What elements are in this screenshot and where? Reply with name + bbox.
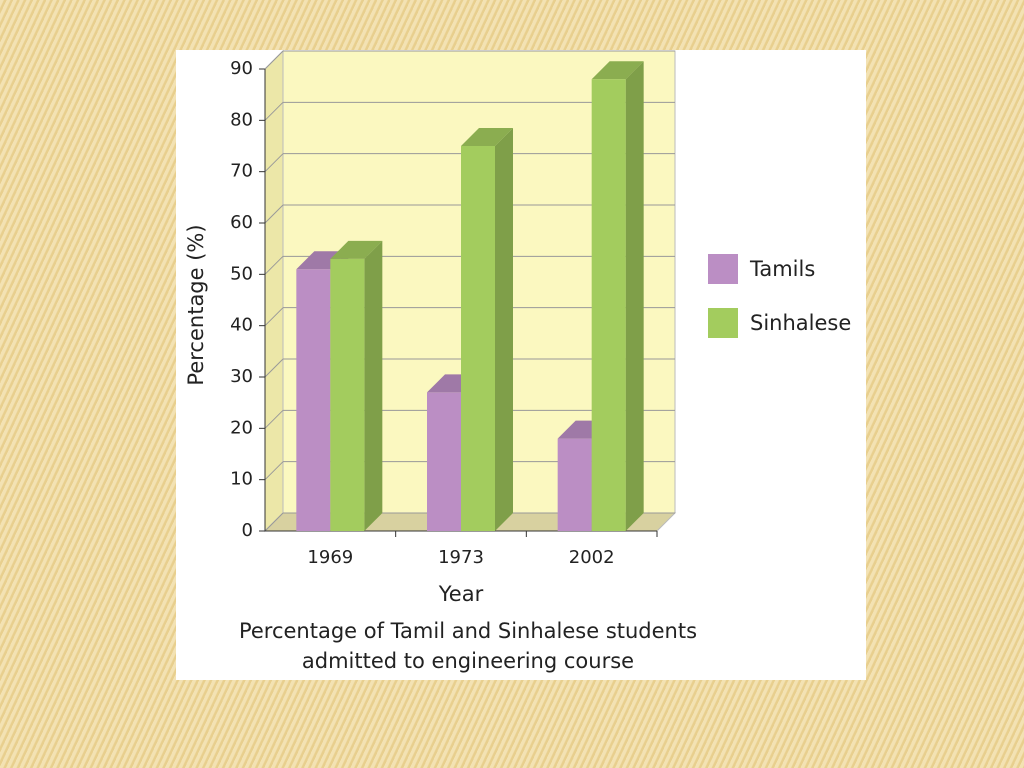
bar-side	[625, 61, 644, 532]
grid-line	[264, 153, 284, 173]
bar	[296, 269, 331, 531]
grid-line	[264, 255, 284, 275]
y-tick-label: 50	[230, 263, 253, 284]
legend-swatch	[708, 254, 738, 284]
side-wall	[264, 49, 284, 533]
grid-line	[264, 307, 284, 327]
grid-line	[264, 358, 284, 378]
legend-label: Tamils	[749, 257, 815, 281]
bar-side	[495, 128, 513, 531]
y-tick-label: 20	[230, 417, 253, 438]
y-tick-label: 40	[230, 315, 253, 336]
y-tick-label: 30	[230, 366, 253, 387]
grid-line	[264, 461, 284, 481]
grid-line	[264, 50, 284, 70]
bar	[427, 392, 461, 531]
grid-line	[264, 101, 284, 121]
y-tick-label: 10	[230, 469, 253, 490]
y-tick-label: 60	[230, 212, 253, 233]
bar-top	[461, 128, 513, 146]
legend-label: Sinhalese	[750, 311, 851, 335]
x-axis-label: Year	[438, 582, 484, 606]
bar-side	[364, 240, 383, 531]
x-tick-label: 1969	[307, 547, 353, 568]
bar	[330, 258, 365, 531]
x-tick-label: 1973	[438, 547, 484, 568]
grid-line	[264, 512, 284, 532]
y-axis-label: Percentage (%)	[184, 224, 208, 385]
y-tick-label: 70	[230, 161, 253, 182]
chart-title: Percentage of Tamil and Sinhalese studen…	[239, 619, 697, 643]
bar	[591, 79, 626, 532]
legend-swatch	[708, 308, 738, 338]
bar	[461, 146, 495, 531]
y-tick-label: 80	[230, 109, 253, 130]
y-tick-label: 0	[242, 520, 253, 541]
y-tick-label: 90	[230, 58, 253, 79]
grid-line	[264, 204, 284, 224]
x-tick-label: 2002	[569, 547, 615, 568]
bar-top	[330, 240, 383, 259]
bar	[557, 438, 592, 531]
chart-title: admitted to engineering course	[302, 649, 634, 673]
bar-top	[591, 61, 644, 80]
grid-line	[264, 409, 284, 429]
